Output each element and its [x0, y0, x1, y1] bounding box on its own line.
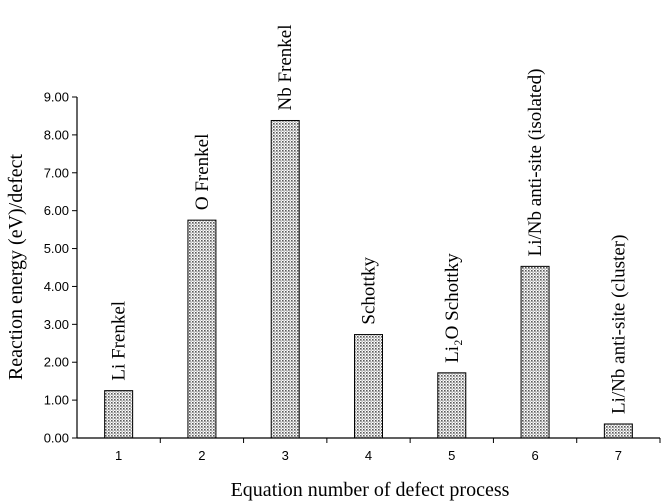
bars-group: [104, 119, 633, 439]
bar-label-2: O Frenkel: [192, 134, 213, 211]
axes-group: [72, 96, 661, 443]
bar-3: [270, 119, 300, 439]
bar-label-3: Nb Frenkel: [275, 24, 296, 110]
x-tick-label: 6: [531, 448, 538, 463]
y-tick-label: 7.00: [44, 165, 69, 180]
x-tick-label: 2: [198, 448, 205, 463]
y-tick-label: 4.00: [44, 279, 69, 294]
y-tick-labels: 0.00 1.00 2.00 3.00 4.00 5.00 6.00 7.00 8.00 9.00: [44, 90, 69, 446]
y-tick-label: 1.00: [44, 393, 69, 408]
x-tick-label: 5: [448, 448, 455, 463]
x-tick-label: 7: [615, 448, 622, 463]
bar-6: [520, 265, 550, 439]
y-tick-label: 9.00: [44, 90, 69, 105]
y-tick-label: 5.00: [44, 241, 69, 256]
y-tick-label: 2.00: [44, 355, 69, 370]
bar-5: [437, 372, 467, 439]
x-tick-label: 4: [365, 448, 372, 463]
y-axis-title: Reaction energy (eV)/defect: [5, 153, 27, 380]
x-tick-label: 3: [282, 448, 289, 463]
x-tick-label: 1: [115, 448, 122, 463]
bar-label-1: Li Frenkel: [109, 301, 130, 381]
bar-4: [354, 334, 383, 439]
bar-label-5: Li₂O Schottky: [442, 253, 463, 363]
bar-label-4: Schottky: [359, 257, 380, 325]
bar-2: [187, 219, 217, 439]
bar-label-7: Li/Nb anti-site (cluster): [608, 235, 629, 414]
y-tick-label: 3.00: [44, 317, 69, 332]
bar-labels: Li Frenkel O Frenkel Nb Frenkel Schottky Li₂…: [109, 24, 630, 414]
y-tick-label: 6.00: [44, 203, 69, 218]
y-tick-label: 0.00: [44, 431, 69, 446]
y-tick-label: 8.00: [44, 127, 69, 142]
bar-label-6: Li/Nb anti-site (isolated): [525, 69, 546, 257]
x-axis-title: Equation number of defect process: [231, 479, 510, 501]
bar-1: [104, 390, 134, 439]
bar-7: [603, 423, 633, 439]
x-tick-labels: 1 2 3 4 5 6 7: [115, 448, 622, 463]
